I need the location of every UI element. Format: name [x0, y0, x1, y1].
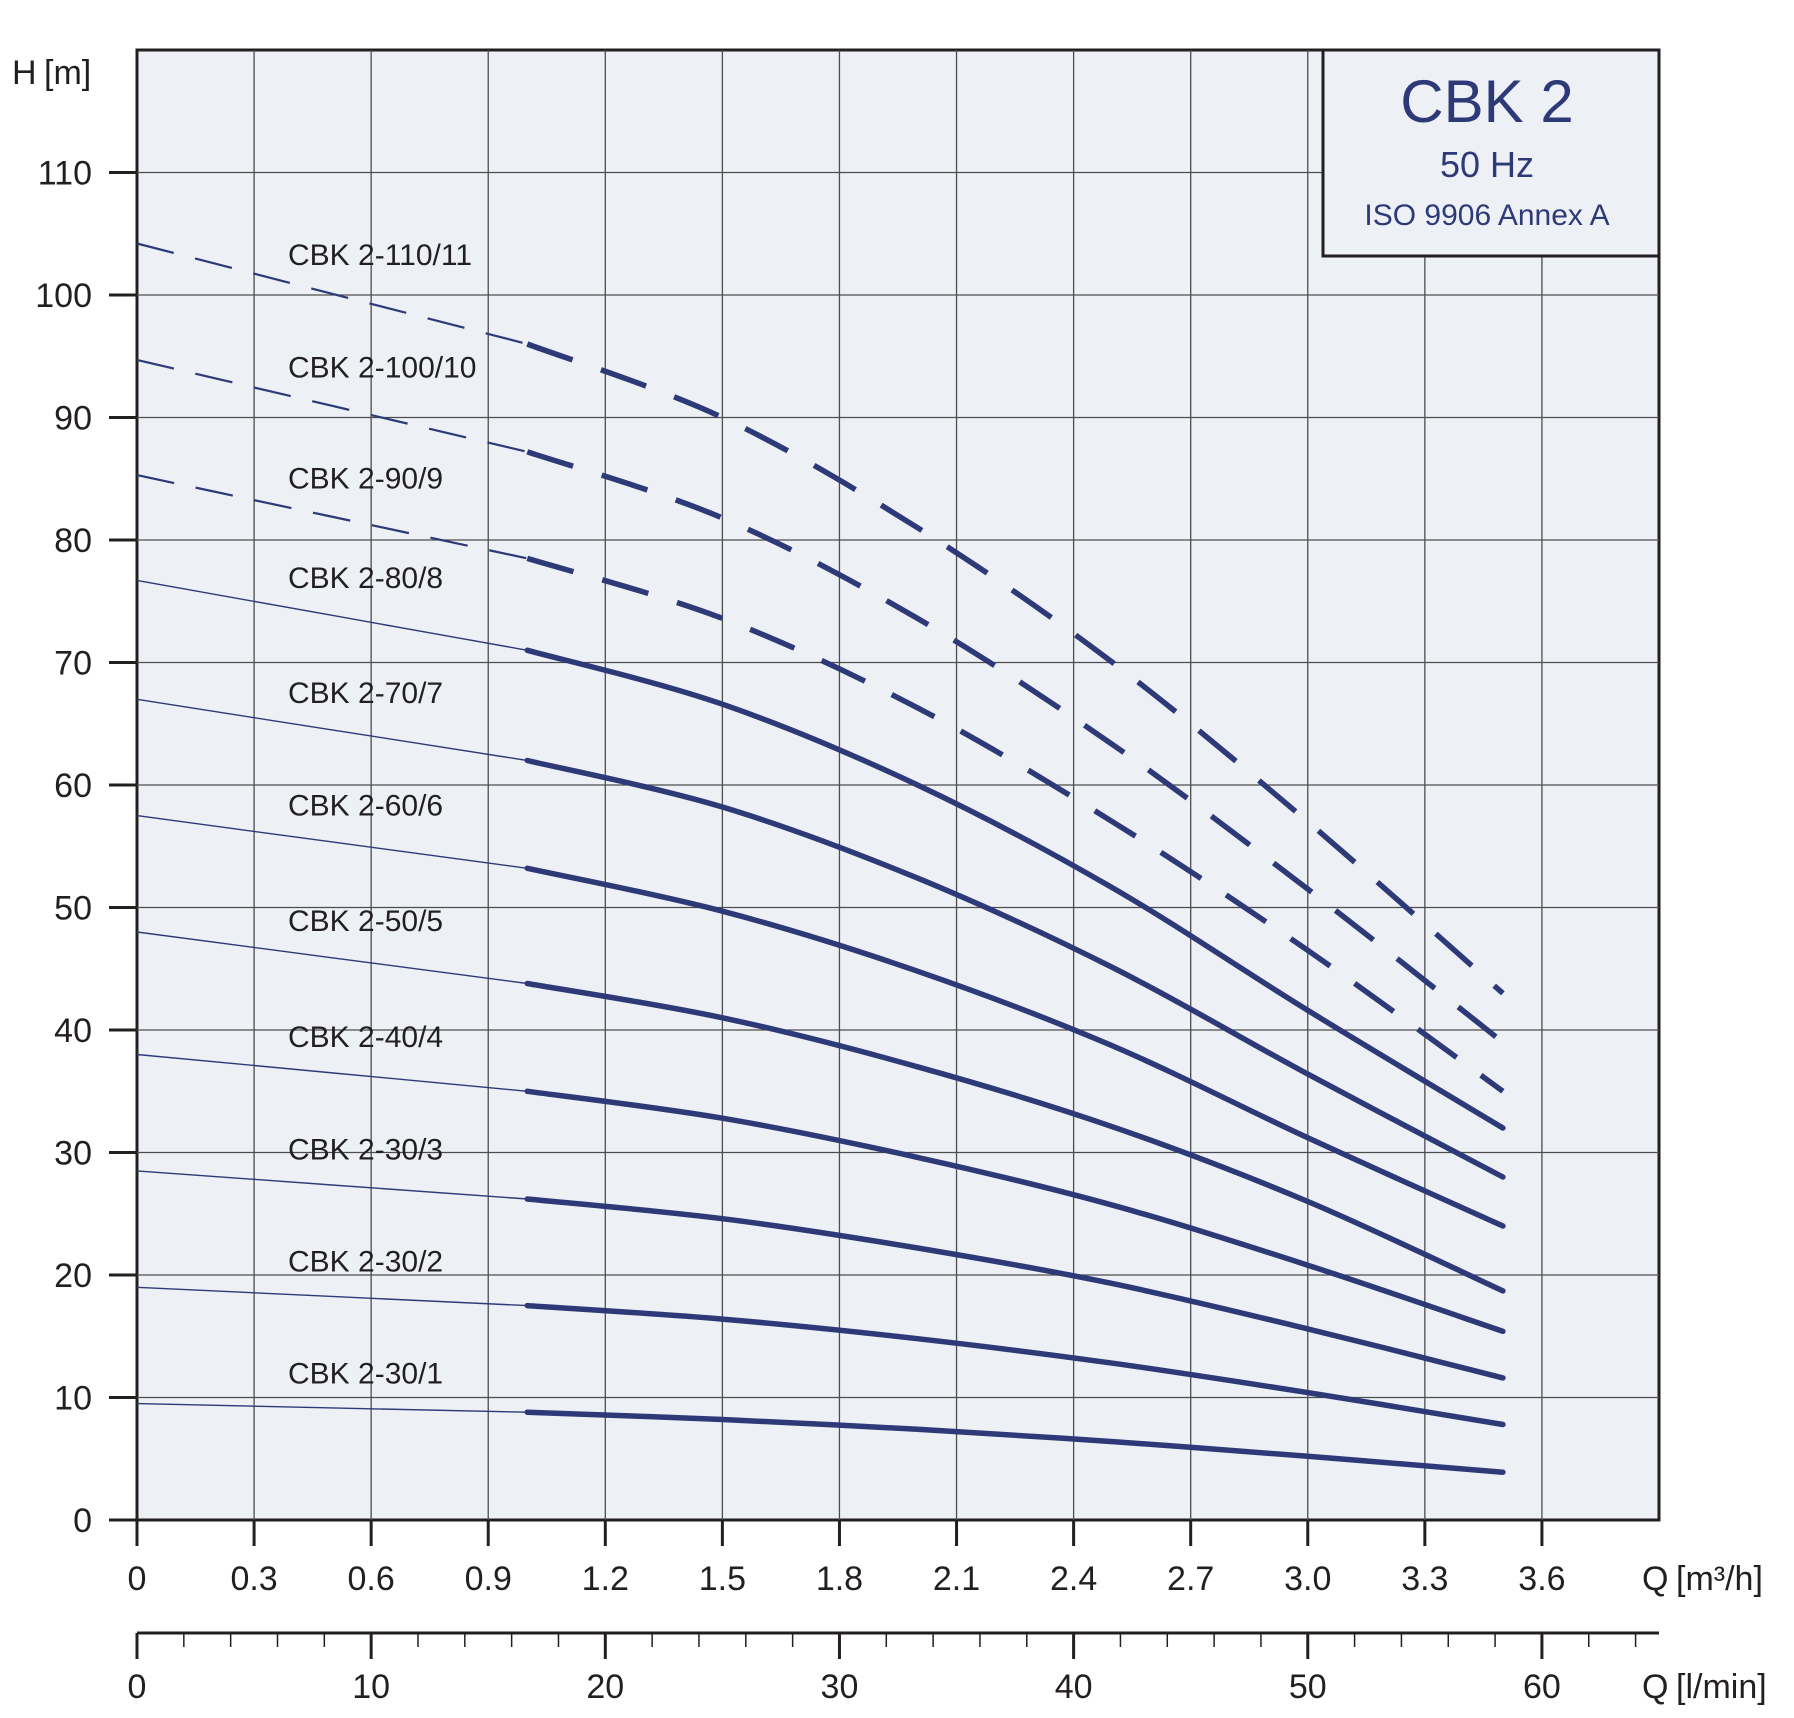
y-tick-label: 0 — [73, 1502, 92, 1540]
x-axis-unit: [m³/h] — [1676, 1560, 1763, 1598]
curve-operating — [524, 1088, 1506, 1335]
curve-operating — [524, 980, 1506, 1294]
x-tick-label: 2.4 — [1050, 1560, 1097, 1598]
curve-label: CBK 2-30/3 — [288, 1134, 443, 1167]
curve-label: CBK 2-80/8 — [288, 562, 443, 595]
y-tick-label: 70 — [54, 645, 92, 683]
x-axis-symbol: Q — [1642, 1560, 1668, 1598]
x2-axis-symbol: Q — [1642, 1668, 1668, 1706]
y-tick-label: 80 — [54, 522, 92, 560]
x-tick-label: 2.1 — [933, 1560, 980, 1598]
x2-tick-label: 50 — [1289, 1668, 1327, 1706]
x2-tick-label: 20 — [586, 1668, 624, 1706]
y-tick-label: 20 — [54, 1257, 92, 1295]
x-tick-label: 1.8 — [816, 1560, 863, 1598]
curve-operating — [526, 341, 1505, 996]
curve-label: CBK 2-90/9 — [288, 463, 443, 496]
y-tick-label: 40 — [54, 1012, 92, 1050]
curve-label: CBK 2-30/1 — [288, 1357, 443, 1390]
chart-title: CBK 2 — [1400, 68, 1573, 135]
curve-extension — [136, 1286, 528, 1307]
curve-extension — [136, 358, 528, 453]
x-tick-label: 0.9 — [465, 1560, 512, 1598]
curve-operating — [526, 555, 1505, 1094]
title-box: CBK 2 50 Hz ISO 9906 Annex A — [1321, 48, 1661, 258]
x2-tick-label: 60 — [1523, 1668, 1561, 1706]
x2-tick-label: 10 — [352, 1668, 390, 1706]
x2-axis-unit: [l/min] — [1676, 1668, 1767, 1706]
x2-tick-label: 0 — [128, 1668, 147, 1706]
curve-label: CBK 2-100/10 — [288, 351, 476, 384]
x-axis-title: Q [m³/h] — [1642, 1560, 1763, 1598]
curve-extension — [136, 1402, 528, 1413]
curve-operating — [526, 449, 1505, 1045]
y-tick-label: 60 — [54, 767, 92, 805]
y-axis-symbol: H — [12, 54, 37, 92]
curve-operating — [524, 865, 1506, 1229]
y-tick-label: 90 — [54, 400, 92, 438]
curve-operating — [524, 1196, 1506, 1381]
grid — [137, 50, 1659, 1520]
curve-operating — [524, 1409, 1506, 1475]
curve-extension — [136, 242, 528, 346]
x-tick-label: 1.5 — [699, 1560, 746, 1598]
x-tick-label: 1.2 — [582, 1560, 629, 1598]
curves — [136, 242, 1506, 1475]
chart-subtitle: 50 Hz — [1440, 144, 1534, 185]
x2-axis-title: Q [l/min] — [1642, 1668, 1767, 1706]
curve-extension — [136, 814, 528, 869]
x-tick-label: 3.0 — [1284, 1560, 1331, 1598]
chart-note: ISO 9906 Annex A — [1364, 199, 1609, 232]
x-tick-label: 3.6 — [1518, 1560, 1565, 1598]
x-tick-label: 0 — [128, 1560, 147, 1598]
y-tick-label: 10 — [54, 1380, 92, 1418]
x2-tick-label: 40 — [1055, 1668, 1093, 1706]
curve-extension — [136, 698, 528, 762]
y-axis-unit: [m] — [44, 54, 91, 92]
curve-operating — [524, 757, 1506, 1180]
curve-label: CBK 2-70/7 — [288, 677, 443, 710]
curve-operating — [524, 647, 1506, 1131]
x2-tick-label: 30 — [821, 1668, 859, 1706]
curve-labels: CBK 2-30/1 CBK 2-30/2 CBK 2-30/3 CBK 2-40/4… — [288, 239, 476, 1391]
curve-extension — [136, 1053, 528, 1092]
x-tick-label: 3.3 — [1401, 1560, 1448, 1598]
y-tick-label: 50 — [54, 890, 92, 928]
curve-label: CBK 2-50/5 — [288, 905, 443, 938]
curve-label: CBK 2-40/4 — [288, 1021, 443, 1054]
curve-extension — [136, 579, 528, 651]
curve-extension — [136, 474, 528, 560]
y-tick-label: 100 — [35, 277, 92, 315]
curve-label: CBK 2-60/6 — [288, 789, 443, 822]
curve-operating — [524, 1302, 1506, 1428]
curve-label: CBK 2-30/2 — [288, 1246, 443, 1279]
y-tick-label: 110 — [38, 155, 92, 193]
curve-label: CBK 2-110/11 — [288, 239, 472, 272]
curve-extension — [136, 1170, 528, 1200]
y-tick-label: 30 — [54, 1135, 92, 1173]
curve-extension — [136, 931, 528, 985]
x-tick-label: 0.3 — [230, 1560, 277, 1598]
y-axis-title: H [m] — [12, 54, 91, 92]
x-tick-label: 0.6 — [348, 1560, 395, 1598]
x-tick-label: 2.7 — [1167, 1560, 1214, 1598]
